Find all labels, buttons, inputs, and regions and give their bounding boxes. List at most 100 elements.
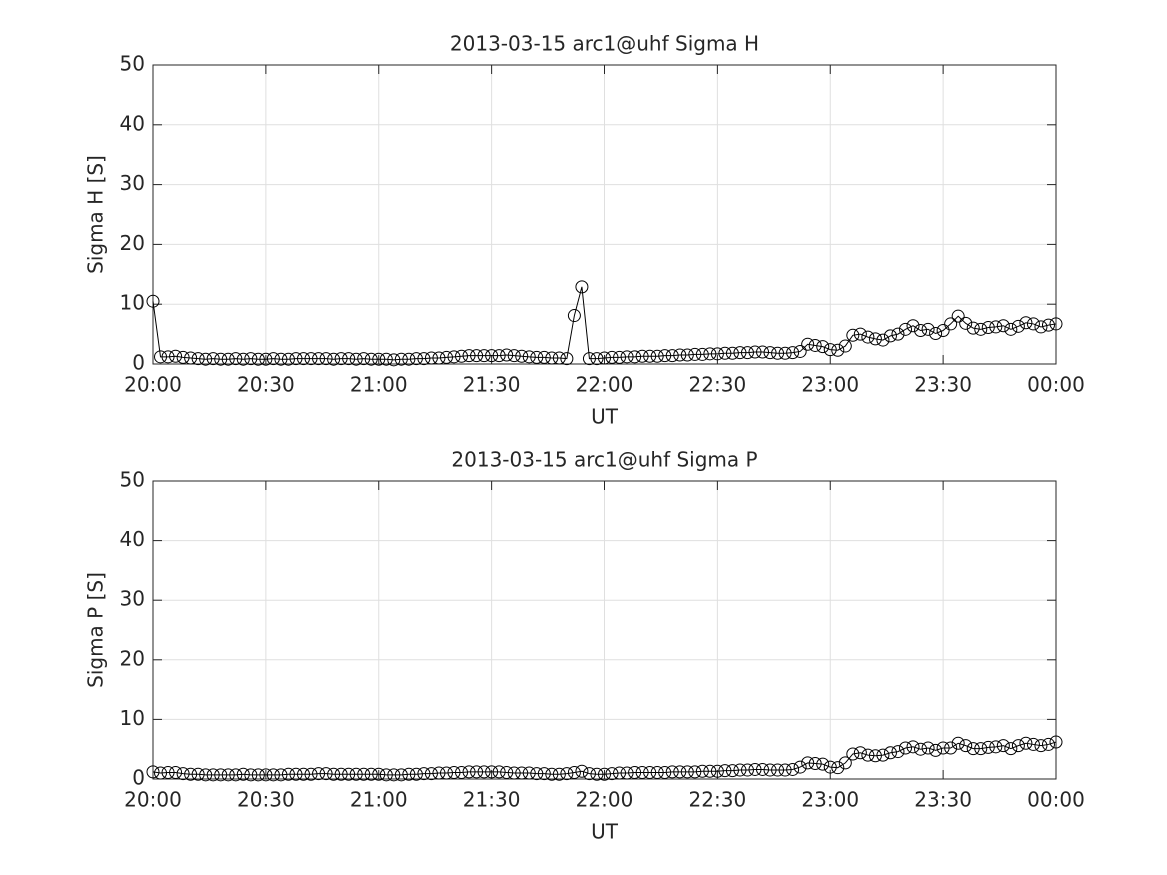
data-marker: [974, 742, 988, 756]
data-marker: [455, 765, 469, 779]
data-marker: [251, 768, 265, 782]
data-marker: [1034, 320, 1048, 334]
data-marker: [725, 346, 739, 360]
data-marker: [786, 346, 800, 360]
data-marker: [695, 764, 709, 778]
data-marker: [372, 352, 386, 366]
data-marker: [161, 765, 175, 779]
data-marker: [161, 350, 175, 364]
data-marker: [899, 322, 912, 336]
data-marker: [620, 766, 634, 780]
data-marker: [740, 763, 754, 777]
data-marker: [334, 767, 348, 781]
data-marker: [357, 352, 371, 366]
data-marker: [229, 768, 243, 782]
data-marker: [251, 352, 265, 366]
data-marker: [748, 345, 762, 359]
data-marker: [402, 352, 416, 366]
data-marker: [507, 766, 521, 780]
axes-frame: [152, 480, 1057, 780]
data-marker: [342, 767, 356, 781]
y-tick-label: 10: [120, 706, 145, 730]
data-marker: [853, 746, 867, 760]
data-marker: [184, 767, 198, 781]
data-marker: [838, 756, 852, 770]
y-tick-label: 20: [120, 231, 145, 255]
data-marker: [823, 343, 837, 357]
data-marker: [996, 319, 1010, 333]
data-marker: [891, 327, 905, 341]
data-marker: [763, 346, 777, 360]
data-marker: [515, 766, 529, 780]
data-marker: [394, 352, 408, 366]
data-marker: [199, 352, 213, 366]
data-marker: [244, 352, 258, 366]
y-tick-label: 50: [120, 468, 145, 492]
data-marker: [838, 339, 852, 353]
data-marker: [312, 767, 326, 781]
data-marker: [206, 768, 220, 782]
data-marker: [199, 768, 213, 782]
x-tick-label: 00:00: [1027, 788, 1085, 812]
y-tick-label: 30: [120, 171, 145, 195]
data-marker: [304, 767, 318, 781]
series-line: [152, 286, 1057, 361]
data-marker: [635, 349, 649, 363]
data-marker: [191, 352, 205, 366]
data-marker: [658, 765, 672, 779]
data-marker: [981, 321, 995, 335]
data-marker: [266, 768, 280, 782]
data-marker: [349, 767, 363, 781]
data-marker: [312, 352, 326, 366]
data-marker: [959, 316, 973, 330]
data-marker: [379, 352, 393, 366]
data-marker: [665, 765, 679, 779]
data-marker: [289, 352, 303, 366]
data-marker: [394, 768, 408, 782]
data-marker: [598, 767, 611, 781]
data-marker: [883, 746, 897, 760]
data-marker: [831, 761, 845, 775]
data-marker: [169, 765, 183, 779]
data-marker: [319, 767, 333, 781]
data-marker: [974, 322, 988, 336]
data-marker: [530, 350, 544, 364]
data-marker: [906, 740, 920, 754]
chart-title: 2013-03-15 arc1@uhf Sigma P: [451, 448, 757, 472]
data-marker: [552, 351, 566, 365]
data-marker: [921, 322, 935, 336]
data-marker: [778, 346, 792, 360]
data-marker: [327, 352, 341, 366]
data-marker: [650, 349, 664, 363]
data-marker: [477, 349, 491, 363]
chart-title: 2013-03-15 arc1@uhf Sigma H: [450, 32, 759, 56]
x-tick-label: 22:30: [689, 788, 747, 812]
data-marker: [831, 343, 845, 357]
data-marker: [357, 767, 371, 781]
data-marker: [733, 346, 747, 360]
x-tick-label: 20:30: [237, 373, 295, 397]
data-marker: [1011, 319, 1025, 333]
x-tick-label: 20:30: [237, 788, 295, 812]
data-marker: [778, 763, 792, 777]
data-marker: [582, 352, 596, 366]
x-tick-label: 20:00: [124, 373, 182, 397]
data-marker: [951, 736, 965, 750]
data-marker: [793, 344, 807, 358]
data-marker: [628, 765, 642, 779]
data-marker: [470, 349, 484, 363]
x-axis-label: UT: [591, 405, 619, 429]
data-marker: [281, 352, 295, 366]
data-marker: [981, 740, 995, 754]
data-marker: [297, 767, 310, 781]
data-marker: [567, 765, 581, 779]
data-marker: [891, 745, 905, 759]
data-marker: [236, 352, 250, 366]
data-marker: [432, 766, 446, 780]
data-marker: [507, 349, 521, 363]
data-marker: [1004, 322, 1018, 336]
data-marker: [409, 767, 423, 781]
data-marker: [816, 340, 830, 354]
data-marker: [319, 352, 333, 366]
x-tick-label: 21:00: [350, 788, 408, 812]
